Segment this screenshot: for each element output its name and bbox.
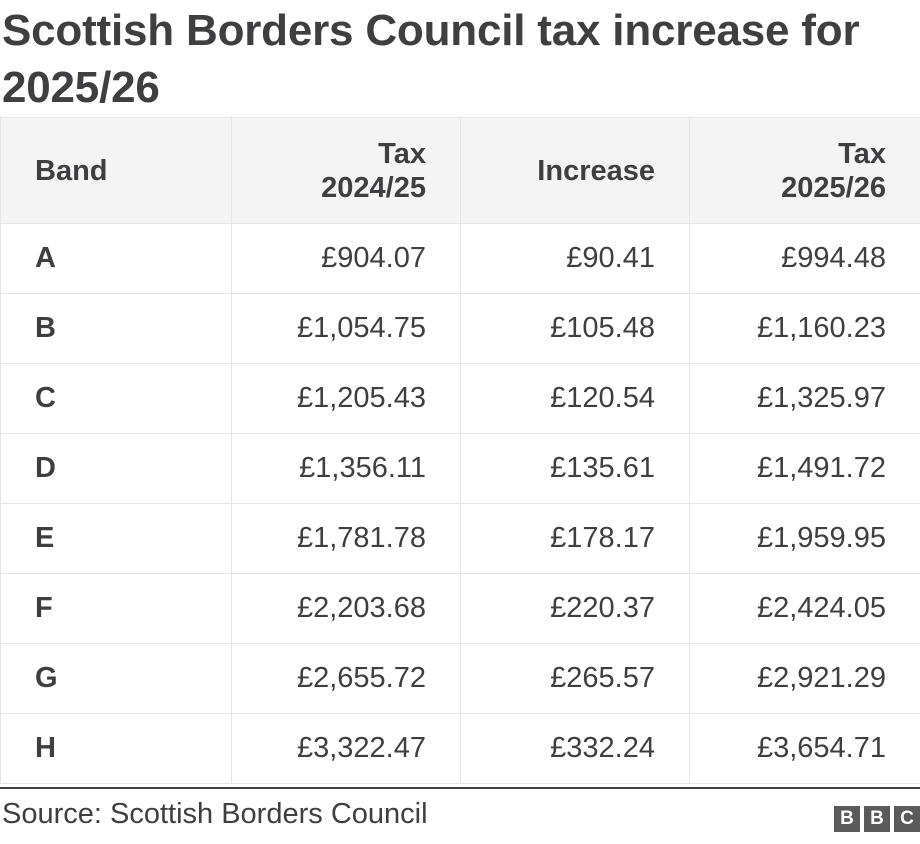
table-row: H £3,322.47 £332.24 £3,654.71: [0, 713, 920, 784]
source-note: Source: Scottish Borders Council: [2, 798, 428, 830]
cell-increase: £135.61: [460, 433, 690, 504]
table-row: F £2,203.68 £220.37 £2,424.05: [0, 573, 920, 644]
header-tax-2024-25-line1: Tax: [378, 137, 426, 170]
header-tax-2025-26: Tax 2025/26: [689, 117, 920, 224]
header-band: Band: [0, 117, 232, 224]
header-tax-2025-26-line2: 2025/26: [781, 171, 886, 204]
cell-tax-2025-26: £1,491.72: [689, 433, 920, 504]
source-divider: [0, 787, 920, 789]
chart-title: Scottish Borders Council tax increase fo…: [2, 6, 860, 112]
cell-tax-2024-25: £1,205.43: [231, 363, 461, 434]
cell-band: C: [0, 363, 232, 434]
cell-band: E: [0, 503, 232, 574]
cell-tax-2024-25: £1,781.78: [231, 503, 461, 574]
bbc-logo: B B C: [834, 806, 920, 832]
cell-tax-2024-25: £2,203.68: [231, 573, 461, 644]
cell-increase: £265.57: [460, 643, 690, 714]
cell-tax-2024-25: £2,655.72: [231, 643, 461, 714]
table-row: E £1,781.78 £178.17 £1,959.95: [0, 503, 920, 574]
bbc-logo-letter-3: C: [894, 806, 920, 832]
cell-tax-2025-26: £3,654.71: [689, 713, 920, 784]
cell-band: A: [0, 223, 232, 294]
cell-band: D: [0, 433, 232, 504]
table-row: A £904.07 £90.41 £994.48: [0, 223, 920, 294]
cell-increase: £120.54: [460, 363, 690, 434]
cell-band: B: [0, 293, 232, 364]
table-row: G £2,655.72 £265.57 £2,921.29: [0, 643, 920, 714]
cell-tax-2024-25: £3,322.47: [231, 713, 461, 784]
cell-band: H: [0, 713, 232, 784]
cell-tax-2024-25: £904.07: [231, 223, 461, 294]
tax-table: Band Tax 2024/25 Increase Tax 2025/26 A £…: [0, 117, 920, 784]
cell-increase: £105.48: [460, 293, 690, 364]
header-tax-2024-25: Tax 2024/25: [231, 117, 461, 224]
cell-band: F: [0, 573, 232, 644]
bbc-logo-letter-2: B: [864, 806, 890, 832]
header-tax-2024-25-line2: 2024/25: [321, 171, 426, 204]
cell-increase: £332.24: [460, 713, 690, 784]
cell-tax-2025-26: £2,424.05: [689, 573, 920, 644]
table-body: A £904.07 £90.41 £994.48 B £1,054.75 £105.48 £1…: [0, 223, 920, 784]
cell-tax-2025-26: £994.48: [689, 223, 920, 294]
table-row: C £1,205.43 £120.54 £1,325.97: [0, 363, 920, 434]
cell-increase: £220.37: [460, 573, 690, 644]
cell-tax-2025-26: £2,921.29: [689, 643, 920, 714]
cell-tax-2025-26: £1,325.97: [689, 363, 920, 434]
header-increase: Increase: [460, 117, 690, 224]
cell-increase: £90.41: [460, 223, 690, 294]
table-header-row: Band Tax 2024/25 Increase Tax 2025/26: [0, 117, 920, 224]
cell-tax-2025-26: £1,160.23: [689, 293, 920, 364]
table-row: D £1,356.11 £135.61 £1,491.72: [0, 433, 920, 504]
header-tax-2025-26-line1: Tax: [838, 137, 886, 170]
cell-tax-2024-25: £1,054.75: [231, 293, 461, 364]
cell-increase: £178.17: [460, 503, 690, 574]
cell-band: G: [0, 643, 232, 714]
table-row: B £1,054.75 £105.48 £1,160.23: [0, 293, 920, 364]
cell-tax-2024-25: £1,356.11: [231, 433, 461, 504]
cell-tax-2025-26: £1,959.95: [689, 503, 920, 574]
bbc-logo-letter-1: B: [834, 806, 860, 832]
